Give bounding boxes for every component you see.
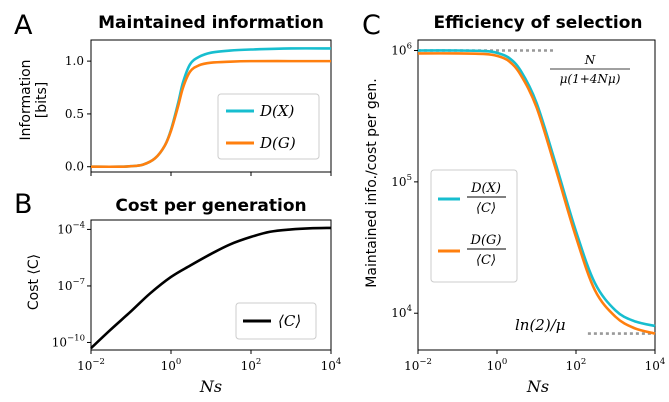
chart-a-plot: 0.0 0.5 1.0	[65, 39, 332, 176]
chart-c-series-dx	[417, 49, 656, 328]
chart-a-legend: D(X) D(G)	[217, 93, 320, 160]
chart-b-xtick-label: 100	[161, 357, 182, 373]
svg-text:Information: Information	[18, 59, 34, 140]
chart-c-ytick-label: 106	[391, 42, 412, 58]
chart-a-ytick-label: 1.0	[65, 54, 84, 68]
chart-b-ytick-label: 10−7	[57, 277, 85, 293]
chart-a-ytick-label: 0.5	[65, 107, 84, 121]
panel-label-b: B	[14, 189, 33, 220]
chart-c-xlabel: Ns	[526, 377, 549, 396]
chart-b-xtick-label: 10−2	[77, 357, 105, 373]
chart-b-ytick-label: 10−4	[57, 220, 85, 236]
panel-label-a: A	[14, 10, 33, 41]
chart-c-ytick-label: 104	[391, 304, 412, 320]
annotation-lower-bound: ln(2)/μ	[515, 316, 566, 334]
svg-text:N: N	[584, 53, 596, 67]
chart-c-xtick-label: 102	[566, 357, 587, 373]
chart-b-ytick-label: 10−10	[52, 333, 85, 349]
chart-a-frame	[90, 39, 332, 173]
chart-c-plot: 104 105 106 10−2 100 102 104	[391, 39, 666, 373]
chart-c-xtick-label: 100	[487, 357, 508, 373]
legend-label-cost: ⟨C⟩	[278, 312, 301, 330]
chart-c-frame	[417, 39, 656, 351]
chart-c-xtick-label: 10−2	[404, 357, 432, 373]
chart-b-xtick-label: 102	[241, 357, 262, 373]
chart-b-ylabel: Cost ⟨C⟩	[26, 254, 42, 310]
annotation-upper-bound: N μ(1+4Nμ)	[550, 53, 630, 86]
chart-b-xtick-label: 104	[321, 357, 342, 373]
chart-c-legend: D(X) ⟨C⟩ D(G) ⟨C⟩	[430, 169, 518, 283]
chart-b-series-cost	[90, 226, 332, 350]
svg-text:[bits]: [bits]	[34, 82, 50, 118]
legend-label-dx: D(X)	[259, 102, 295, 120]
chart-c-title: Efficiency of selection	[434, 13, 643, 33]
chart-b-plot: 10−10 10−7 10−4 10−2 100 102 104	[52, 219, 342, 373]
legend-den-dg: ⟨C⟩	[476, 253, 496, 268]
chart-c-series-dg	[417, 52, 656, 335]
chart-c-ylabel: Maintained info./cost per gen.	[364, 78, 380, 287]
chart-b-xlabel: Ns	[199, 377, 222, 396]
legend-num-dx: D(X)	[470, 181, 501, 196]
chart-a-title: Maintained information	[98, 13, 324, 33]
chart-a-series-dg	[90, 59, 331, 169]
svg-text:μ(1+4Nμ): μ(1+4Nμ)	[560, 72, 621, 86]
chart-c-xtick-label: 104	[645, 357, 666, 373]
chart-b-title: Cost per generation	[115, 196, 306, 216]
panel-label-c: C	[362, 10, 381, 41]
legend-den-dx: ⟨C⟩	[476, 201, 496, 216]
chart-a-ylabel: Information [bits]	[18, 59, 50, 140]
chart-b-frame	[90, 219, 332, 351]
chart-b-legend: ⟨C⟩	[235, 302, 317, 340]
chart-a-ytick-label: 0.0	[65, 160, 84, 174]
chart-c-ytick-label: 105	[391, 173, 412, 189]
legend-label-dg: D(G)	[259, 134, 296, 152]
legend-num-dg: D(G)	[470, 233, 502, 248]
